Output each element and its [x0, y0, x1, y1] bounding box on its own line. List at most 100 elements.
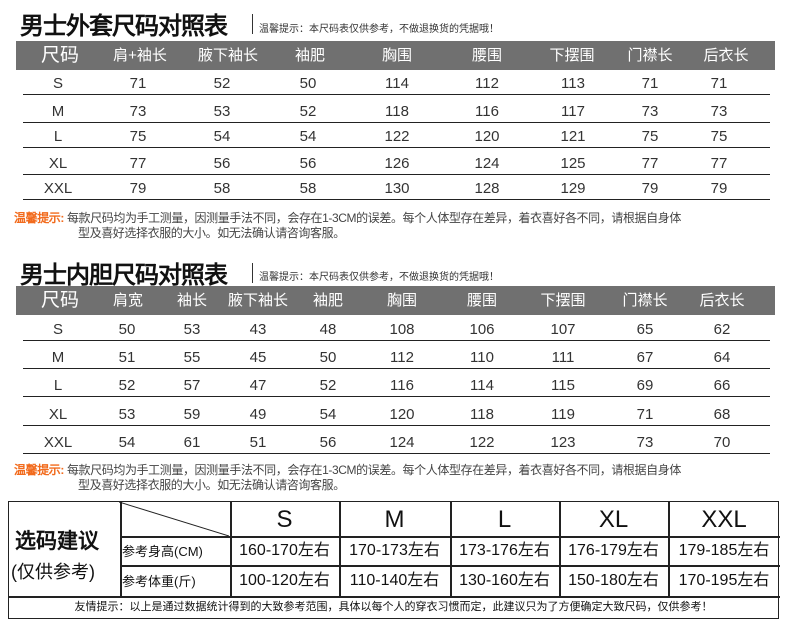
value-cell: 120	[474, 128, 500, 145]
value-cell: 64	[713, 349, 731, 366]
outer-table-header: 尺码 肩+袖长 腋下袖长 袖肥 胸围 腰围 下摆围 门襟长 后衣长	[16, 41, 775, 70]
advice-subtitle: (仅供参考)	[11, 562, 95, 582]
grid-line	[230, 502, 232, 596]
size-cell: XL	[48, 155, 68, 172]
value-cell: 73	[641, 103, 659, 120]
column-header: 肩宽	[112, 292, 144, 309]
note-label: 温馨提示:	[14, 211, 64, 225]
value-cell: 79	[641, 180, 659, 197]
value-cell: 50	[319, 349, 337, 366]
inner-note: 温馨提示: 每款尺码均为手工测量，因测量手法不同，会存在1-3CM的误差。每个人…	[14, 463, 788, 493]
column-header: 尺码	[40, 45, 80, 66]
value-cell: 48	[319, 321, 337, 338]
column-header: 后衣长	[703, 47, 749, 64]
column-header: 腰围	[466, 292, 498, 309]
value-cell: 66	[713, 377, 731, 394]
value-cell: 52	[299, 103, 317, 120]
value-cell: 114	[470, 377, 494, 394]
table-row: M 51 55 45 50 112 110 111 67 64	[23, 342, 770, 369]
size-advice-table: 选码建议 (仅供参考) 参考身高(CM) 参考体重(斤) 友情提示：以上是通过数…	[8, 501, 780, 619]
value-cell: 114	[385, 75, 409, 92]
column-header: 袖肥	[294, 47, 326, 64]
value-cell: 111	[551, 349, 575, 366]
value-cell: 124	[389, 434, 415, 451]
value-cell: 77	[710, 155, 728, 172]
diagonal-divider	[119, 502, 229, 536]
value-cell: 51	[249, 434, 267, 451]
note-text-line2: 型及喜好选择衣服的大小。如无法确认请咨询客服。	[78, 226, 345, 240]
table-row: L 75 54 54 122 120 121 75 75	[23, 121, 770, 148]
column-header: 肩+袖长	[113, 47, 167, 64]
value-cell: 116	[390, 377, 414, 394]
value-cell: 61	[183, 434, 201, 451]
height-value: 179-185左右	[678, 542, 770, 559]
weight-value: 170-195左右	[678, 572, 770, 589]
value-cell: 107	[550, 321, 576, 338]
advice-footer: 友情提示：以上是通过数据统计得到的大致参考范围，具体以每个人的穿衣习惯而定，此建…	[74, 601, 713, 613]
value-cell: 43	[249, 321, 267, 338]
value-cell: 50	[299, 75, 317, 92]
value-cell: 59	[183, 406, 201, 423]
value-cell: 55	[183, 349, 201, 366]
value-cell: 75	[641, 128, 659, 145]
value-cell: 47	[249, 377, 267, 394]
value-cell: 130	[384, 180, 410, 197]
note-line-1: 温馨提示: 每款尺码均为手工测量，因测量手法不同，会存在1-3CM的误差。每个人…	[14, 463, 788, 478]
value-cell: 119	[551, 406, 575, 423]
value-cell: 53	[183, 321, 201, 338]
size-cell: XXL	[43, 434, 73, 451]
value-cell: 126	[384, 155, 410, 172]
column-header: 袖长	[176, 292, 208, 309]
height-value: 160-170左右	[239, 542, 330, 559]
value-cell: 56	[319, 434, 337, 451]
value-cell: 71	[636, 406, 654, 423]
value-cell: 45	[249, 349, 267, 366]
value-cell: 117	[561, 103, 585, 120]
value-cell: 49	[249, 406, 267, 423]
table-row: XXL 79 58 58 130 128 129 79 79	[23, 173, 770, 200]
size-cell: L	[53, 128, 63, 145]
note-text-line2: 型及喜好选择衣服的大小。如无法确认请咨询客服。	[78, 478, 345, 492]
value-cell: 73	[636, 434, 654, 451]
note-line-1: 温馨提示: 每款尺码均为手工测量，因测量手法不同，会存在1-3CM的误差。每个人…	[14, 211, 788, 226]
column-header: 腋下袖长	[227, 292, 289, 309]
size-cell: XL	[48, 406, 68, 423]
value-cell: 67	[636, 349, 654, 366]
size-cell: M	[51, 103, 65, 120]
value-cell: 122	[384, 128, 410, 145]
size-heading: M	[384, 506, 405, 533]
value-cell: 56	[299, 155, 317, 172]
value-cell: 113	[561, 75, 585, 92]
weight-value: 100-120左右	[239, 572, 330, 589]
table-row: S 71 52 50 114 112 113 71 71	[23, 68, 770, 95]
weight-value: 110-140左右	[349, 572, 440, 589]
value-cell: 121	[560, 128, 586, 145]
value-cell: 75	[710, 128, 728, 145]
value-cell: 110	[470, 349, 494, 366]
outer-chart-title: 男士外套尺码对照表	[20, 13, 228, 40]
value-cell: 106	[469, 321, 495, 338]
note-label: 温馨提示:	[14, 463, 64, 477]
title-divider	[252, 263, 253, 283]
value-cell: 123	[550, 434, 576, 451]
size-cell: S	[52, 321, 64, 338]
value-cell: 57	[183, 377, 201, 394]
column-header: 尺码	[40, 290, 80, 311]
table-row: L 52 57 47 52 116 114 115 69 66	[23, 370, 770, 397]
size-heading: S	[276, 506, 293, 533]
value-cell: 77	[641, 155, 659, 172]
grid-line	[120, 536, 780, 538]
value-cell: 112	[475, 75, 499, 92]
value-cell: 116	[475, 103, 499, 120]
grid-line	[339, 502, 341, 596]
value-cell: 53	[213, 103, 231, 120]
value-cell: 54	[118, 434, 136, 451]
note-text: 每款尺码均为手工测量，因测量手法不同，会存在1-3CM的误差。每个人体型存在差异…	[66, 463, 681, 477]
value-cell: 79	[710, 180, 728, 197]
value-cell: 58	[213, 180, 231, 197]
table-row: XXL 54 61 51 56 124 122 123 73 70	[23, 427, 770, 454]
title-divider	[252, 14, 253, 34]
size-cell: XXL	[43, 180, 73, 197]
value-cell: 50	[118, 321, 136, 338]
value-cell: 112	[390, 349, 414, 366]
